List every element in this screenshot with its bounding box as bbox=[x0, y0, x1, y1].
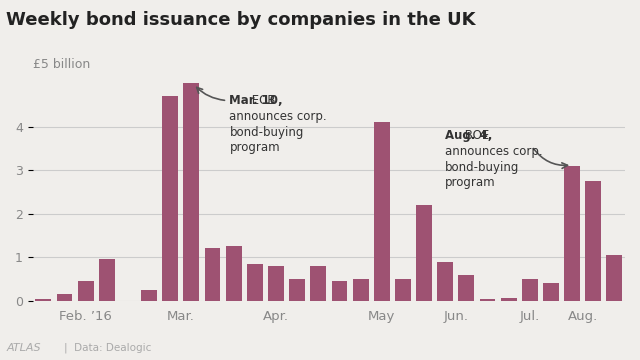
Text: £5 billion: £5 billion bbox=[33, 58, 90, 71]
Bar bbox=[586, 181, 601, 301]
Bar bbox=[205, 248, 220, 301]
Bar bbox=[77, 281, 93, 301]
Bar bbox=[56, 294, 72, 301]
Bar bbox=[416, 205, 432, 301]
Text: Weekly bond issuance by companies in the UK: Weekly bond issuance by companies in the… bbox=[6, 11, 476, 29]
Bar bbox=[99, 259, 115, 301]
Bar bbox=[437, 261, 453, 301]
Bar bbox=[543, 283, 559, 301]
Bar bbox=[479, 298, 495, 301]
Text: bond-buying: bond-buying bbox=[445, 161, 520, 174]
Text: |  Data: Dealogic: | Data: Dealogic bbox=[64, 342, 152, 353]
Bar bbox=[163, 96, 178, 301]
Bar bbox=[522, 279, 538, 301]
Bar bbox=[607, 255, 622, 301]
Text: ECB: ECB bbox=[248, 94, 276, 107]
Bar bbox=[395, 279, 411, 301]
Text: program: program bbox=[445, 176, 496, 189]
Bar bbox=[247, 264, 263, 301]
Bar bbox=[458, 275, 474, 301]
Bar bbox=[310, 266, 326, 301]
Bar bbox=[353, 279, 369, 301]
Bar bbox=[226, 246, 242, 301]
Text: Aug. 4,: Aug. 4, bbox=[445, 129, 493, 142]
Text: program: program bbox=[230, 141, 280, 154]
Text: Mar. 10,: Mar. 10, bbox=[230, 94, 283, 107]
Bar bbox=[500, 298, 516, 301]
Bar bbox=[35, 298, 51, 301]
Text: bond-buying: bond-buying bbox=[230, 126, 304, 139]
Bar bbox=[141, 290, 157, 301]
Text: announces corp.: announces corp. bbox=[445, 145, 543, 158]
Bar bbox=[184, 83, 199, 301]
Bar bbox=[564, 166, 580, 301]
Bar bbox=[268, 266, 284, 301]
Text: announces corp.: announces corp. bbox=[230, 110, 327, 123]
Bar bbox=[332, 281, 348, 301]
Bar bbox=[374, 122, 390, 301]
Bar bbox=[289, 279, 305, 301]
Text: BOE: BOE bbox=[461, 129, 490, 142]
Text: ATLAS: ATLAS bbox=[6, 343, 41, 353]
